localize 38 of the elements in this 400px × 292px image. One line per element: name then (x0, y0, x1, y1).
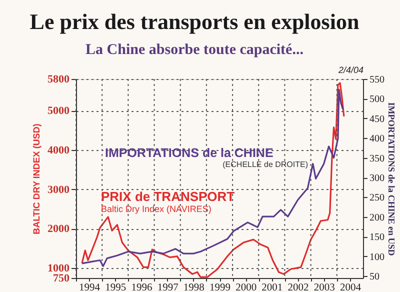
y2-tick-label: 550 (370, 74, 384, 86)
y2-tick-label: 400 (370, 134, 384, 145)
y2-tick-label: 100 (370, 252, 384, 263)
y2-tick-label: 250 (370, 192, 384, 204)
y2-tick-label: 500 (370, 94, 384, 106)
y2-tick-label: 150 (370, 232, 384, 244)
y-tick-label: 750 (53, 272, 70, 284)
x-tick-label: 2001 (262, 282, 283, 292)
y2-axis-title: IMPORTATIONS de la CHINE en USD (386, 102, 396, 256)
x-tick-label: 1994 (79, 282, 101, 292)
chart-subtitle: La Chine absorbe toute capacité... (86, 42, 304, 58)
y-axis-title: BALTIC DRY INDEX (USD) (32, 124, 42, 234)
y2-tick-label: 200 (370, 212, 384, 224)
x-tick-label: 1996 (131, 282, 152, 292)
text: IMPORTATIONS de la CHINE (105, 146, 274, 160)
y2-tick-label: 350 (370, 153, 384, 164)
annotation: (ECHELLE de DROITE) (222, 160, 308, 169)
y-tick-label: 4000 (48, 144, 70, 156)
y2-tick-label: 450 (370, 114, 384, 125)
y-tick-label: 5800 (48, 74, 70, 86)
y2-tick-label: 50 (370, 272, 380, 283)
x-tick-label: 1997 (157, 282, 178, 292)
chart-title: Le prix des transports en explosion (30, 9, 360, 34)
x-tick-label: 1999 (210, 282, 230, 292)
x-tick-label: 1995 (105, 282, 126, 292)
x-tick-label: 1998 (183, 282, 204, 292)
x-tick-label: 2003 (314, 282, 335, 292)
x-tick-label: 2004 (340, 282, 362, 292)
x-tick-label: 2002 (288, 282, 309, 292)
text: 2/4/04 (337, 65, 364, 75)
annotation: Baltic Dry Index (NAVIRES) (101, 204, 212, 214)
y-tick-label: 3000 (48, 184, 70, 196)
y-tick-label: 5000 (48, 105, 70, 118)
y-tick-label: 1000 (48, 262, 70, 275)
x-tick-label: 2000 (236, 282, 257, 292)
y-tick-label: 2000 (48, 223, 70, 236)
series-label: PRIX de TRANSPORT (101, 189, 235, 204)
y2-tick-label: 300 (370, 173, 384, 184)
